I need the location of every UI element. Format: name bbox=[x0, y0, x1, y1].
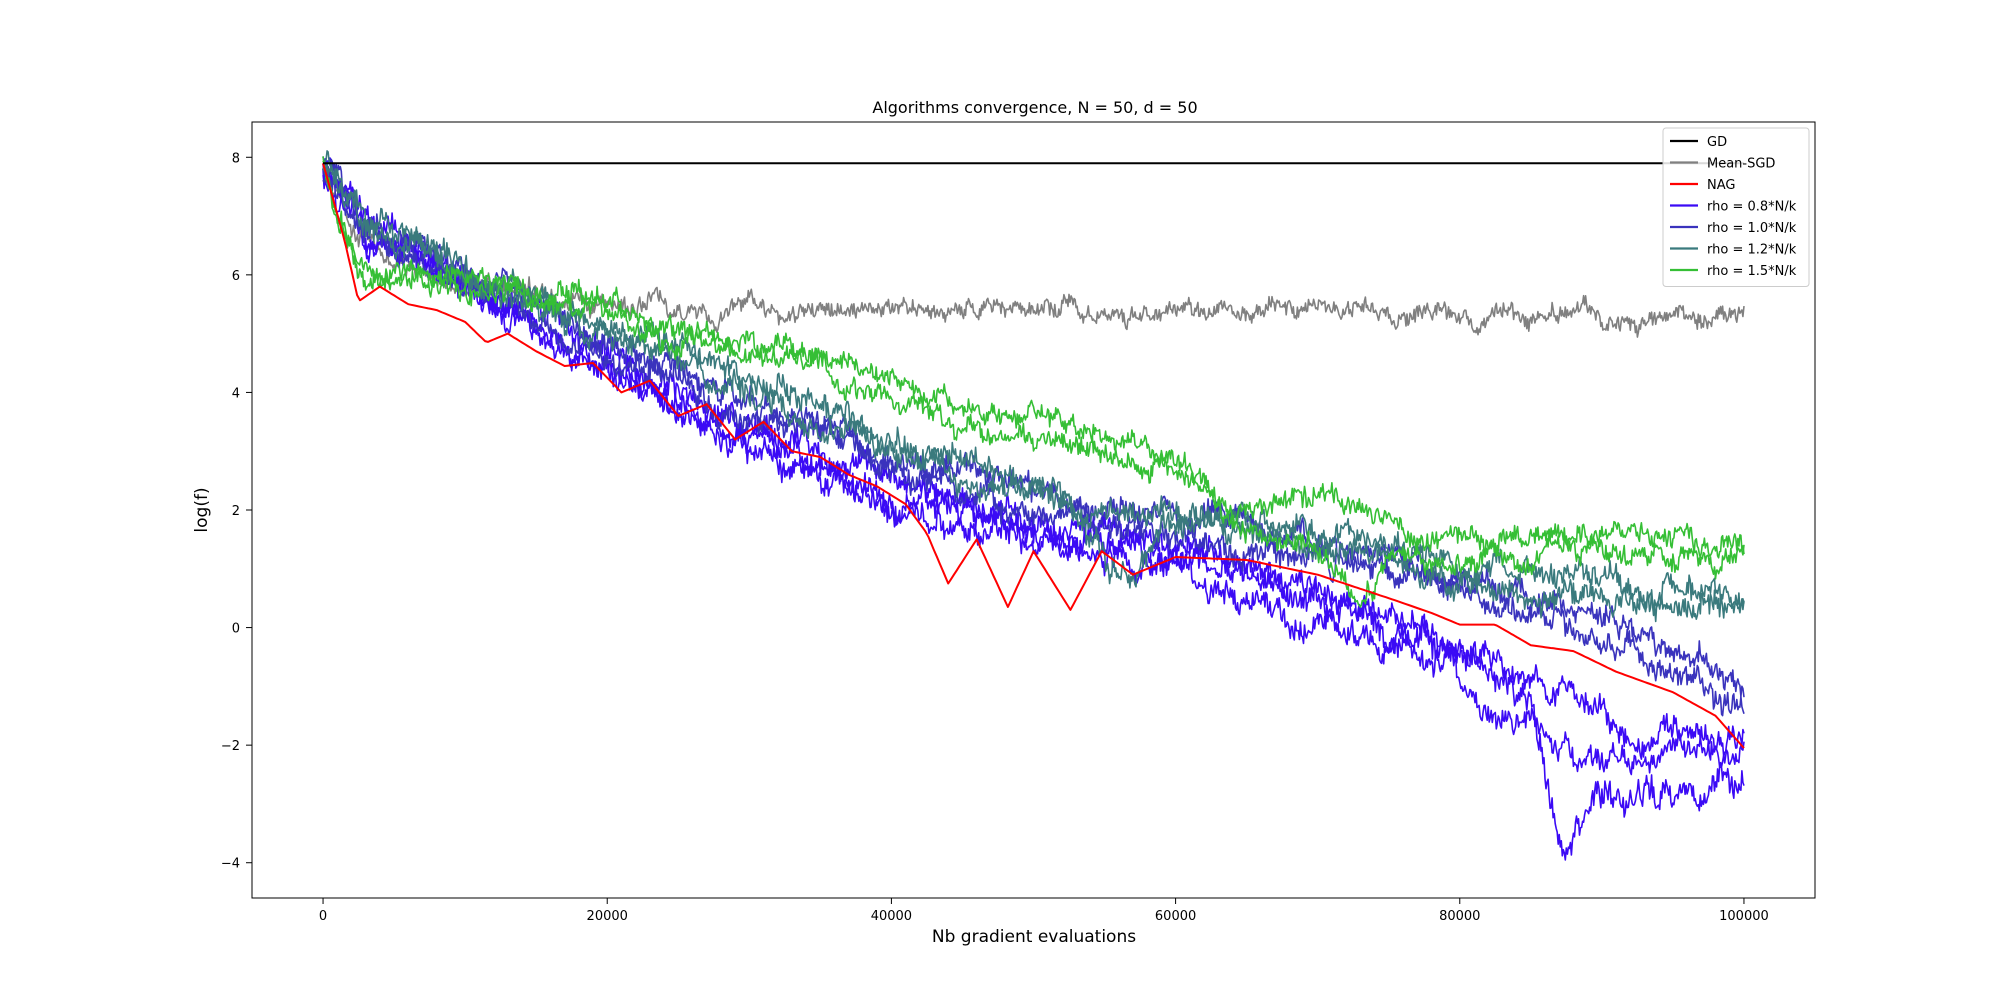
legend-label-1: Mean-SGD bbox=[1707, 157, 1775, 172]
series-layer bbox=[322, 150, 1745, 861]
legend-label-0: GD bbox=[1707, 135, 1727, 150]
y-tick-label-4: 4 bbox=[232, 386, 240, 401]
series-line-5 bbox=[322, 168, 1745, 760]
legend: GD Mean-SGD NAG rho = 0.8*N/k rho = 1.0*N/k r… bbox=[1662, 127, 1810, 287]
series-line-9 bbox=[322, 161, 1745, 623]
x-tick-label-2: 40000 bbox=[871, 909, 912, 924]
x-axis: 0 20000 40000 60000 80000 100000 bbox=[319, 898, 1769, 924]
series-line-6 bbox=[322, 158, 1745, 698]
legend-label-3: rho = 0.8*N/k bbox=[1707, 200, 1797, 215]
legend-label-4: rho = 1.0*N/k bbox=[1707, 221, 1797, 236]
legend-label-5: rho = 1.2*N/k bbox=[1707, 243, 1797, 258]
y-tick-label-2: 0 bbox=[232, 622, 240, 637]
series-line-1 bbox=[322, 163, 1745, 338]
x-tick-label-1: 20000 bbox=[587, 909, 628, 924]
legend-label-6: rho = 1.5*N/k bbox=[1707, 264, 1797, 279]
chart-title: Algorithms convergence, N = 50, d = 50 bbox=[872, 98, 1197, 117]
series-line-3 bbox=[322, 157, 1745, 861]
y-axis-label: log(f) bbox=[192, 487, 212, 532]
y-tick-label-6: 8 bbox=[232, 151, 240, 166]
plot-frame bbox=[251, 121, 1816, 899]
series-line-7 bbox=[322, 173, 1745, 717]
y-tick-label-1: −2 bbox=[221, 739, 240, 754]
y-tick-label-3: 2 bbox=[232, 504, 240, 519]
y-axis: −4 −2 0 2 4 6 8 bbox=[221, 151, 252, 872]
series-line-10 bbox=[322, 160, 1745, 559]
x-tick-label-4: 80000 bbox=[1439, 909, 1480, 924]
x-tick-label-3: 60000 bbox=[1155, 909, 1196, 924]
x-tick-label-0: 0 bbox=[319, 909, 327, 924]
x-axis-label: Nb gradient evaluations bbox=[932, 927, 1136, 947]
y-tick-label-0: −4 bbox=[221, 857, 240, 872]
x-tick-label-5: 100000 bbox=[1719, 909, 1769, 924]
series-line-11 bbox=[322, 156, 1745, 608]
series-line-2 bbox=[322, 162, 1745, 749]
y-tick-label-5: 6 bbox=[232, 269, 240, 284]
legend-label-2: NAG bbox=[1707, 178, 1735, 193]
legend-box bbox=[1662, 127, 1810, 287]
